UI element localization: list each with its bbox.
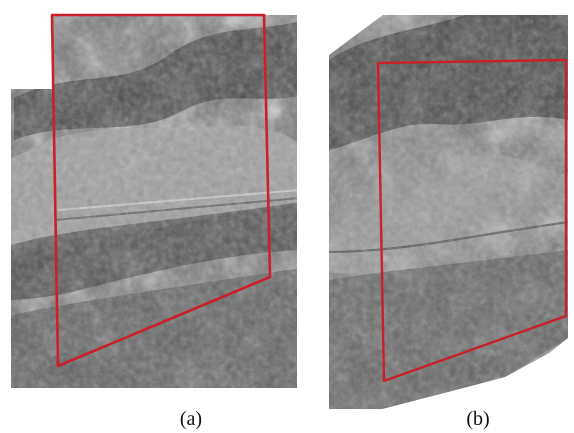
satellite-image-b <box>329 15 568 409</box>
caption-a: (a) <box>179 408 203 430</box>
caption-b: (b) <box>466 408 490 430</box>
satellite-image-a <box>11 15 297 388</box>
outline-a <box>50 13 272 368</box>
outline-b <box>376 58 568 383</box>
